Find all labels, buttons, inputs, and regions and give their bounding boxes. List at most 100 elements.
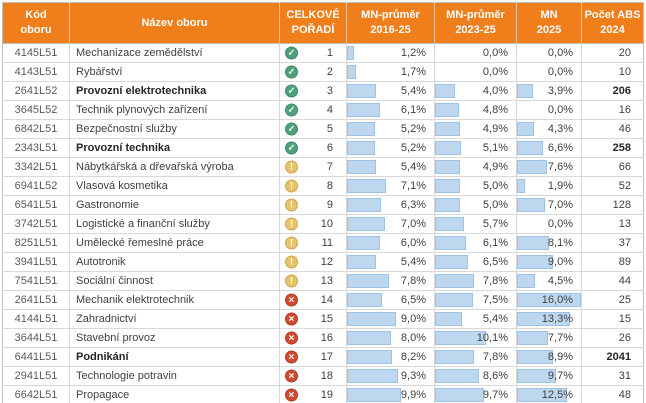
abs-count-cell[interactable]: 66 <box>581 157 644 177</box>
field-code-cell[interactable]: 8251L51 <box>2 233 70 253</box>
header-code[interactable]: Kód oboru <box>2 2 70 44</box>
mn-2025-cell[interactable]: 8,1% <box>516 233 582 253</box>
overall-rank-cell[interactable]: 6 <box>279 138 347 158</box>
mn-avg-2023-25-cell[interactable]: 5,0% <box>434 195 517 215</box>
field-name-cell[interactable]: Stavební provoz <box>69 328 280 348</box>
abs-count-cell[interactable]: 16 <box>581 100 644 120</box>
field-code-cell[interactable]: 3342L51 <box>2 157 70 177</box>
mn-avg-2023-25-cell[interactable]: 6,5% <box>434 252 517 272</box>
mn-avg-2023-25-cell[interactable]: 8,6% <box>434 366 517 386</box>
mn-avg-2023-25-cell[interactable]: 5,0% <box>434 176 517 196</box>
mn-avg-2016-25-cell[interactable]: 9,3% <box>346 366 435 386</box>
mn-avg-2023-25-cell[interactable]: 10,1% <box>434 328 517 348</box>
mn-avg-2023-25-cell[interactable]: 9,7% <box>434 385 517 403</box>
overall-rank-cell[interactable]: 19 <box>279 385 347 403</box>
mn-2025-cell[interactable]: 0,0% <box>516 62 582 82</box>
field-code-cell[interactable]: 6541L51 <box>2 195 70 215</box>
overall-rank-cell[interactable]: 11 <box>279 233 347 253</box>
field-code-cell[interactable]: 2343L51 <box>2 138 70 158</box>
field-code-cell[interactable]: 3742L51 <box>2 214 70 234</box>
mn-avg-2023-25-cell[interactable]: 0,0% <box>434 62 517 82</box>
mn-avg-2016-25-cell[interactable]: 5,4% <box>346 252 435 272</box>
abs-count-cell[interactable]: 31 <box>581 366 644 386</box>
abs-count-cell[interactable]: 20 <box>581 43 644 63</box>
mn-avg-2016-25-cell[interactable]: 5,4% <box>346 157 435 177</box>
mn-avg-2023-25-cell[interactable]: 7,8% <box>434 271 517 291</box>
abs-count-cell[interactable]: 2041 <box>581 347 644 367</box>
mn-avg-2016-25-cell[interactable]: 5,2% <box>346 119 435 139</box>
overall-rank-cell[interactable]: 5 <box>279 119 347 139</box>
overall-rank-cell[interactable]: 10 <box>279 214 347 234</box>
overall-rank-cell[interactable]: 16 <box>279 328 347 348</box>
field-name-cell[interactable]: Nábytkářská a dřevařská výroba <box>69 157 280 177</box>
mn-avg-2016-25-cell[interactable]: 7,0% <box>346 214 435 234</box>
field-name-cell[interactable]: Technik plynových zařízení <box>69 100 280 120</box>
overall-rank-cell[interactable]: 17 <box>279 347 347 367</box>
overall-rank-cell[interactable]: 18 <box>279 366 347 386</box>
mn-avg-2016-25-cell[interactable]: 6,1% <box>346 100 435 120</box>
field-name-cell[interactable]: Gastronomie <box>69 195 280 215</box>
mn-2025-cell[interactable]: 16,0% <box>516 290 582 310</box>
mn-2025-cell[interactable]: 7,6% <box>516 157 582 177</box>
field-code-cell[interactable]: 6441L51 <box>2 347 70 367</box>
field-code-cell[interactable]: 7541L51 <box>2 271 70 291</box>
mn-avg-2016-25-cell[interactable]: 5,2% <box>346 138 435 158</box>
mn-avg-2023-25-cell[interactable]: 5,1% <box>434 138 517 158</box>
mn-2025-cell[interactable]: 4,5% <box>516 271 582 291</box>
overall-rank-cell[interactable]: 2 <box>279 62 347 82</box>
field-code-cell[interactable]: 3644L51 <box>2 328 70 348</box>
abs-count-cell[interactable]: 89 <box>581 252 644 272</box>
header-mn-avg-2023-25[interactable]: MN-průměr 2023-25 <box>434 2 517 44</box>
abs-count-cell[interactable]: 128 <box>581 195 644 215</box>
field-name-cell[interactable]: Umělecké řemeslné práce <box>69 233 280 253</box>
header-name[interactable]: Název oboru <box>69 2 280 44</box>
abs-count-cell[interactable]: 48 <box>581 385 644 403</box>
mn-2025-cell[interactable]: 8,9% <box>516 347 582 367</box>
field-code-cell[interactable]: 2641L51 <box>2 290 70 310</box>
overall-rank-cell[interactable]: 12 <box>279 252 347 272</box>
mn-avg-2016-25-cell[interactable]: 6,5% <box>346 290 435 310</box>
overall-rank-cell[interactable]: 7 <box>279 157 347 177</box>
mn-avg-2023-25-cell[interactable]: 6,1% <box>434 233 517 253</box>
field-name-cell[interactable]: Mechanizace zemědělství <box>69 43 280 63</box>
field-name-cell[interactable]: Provozní elektrotechnika <box>69 81 280 101</box>
mn-2025-cell[interactable]: 6,6% <box>516 138 582 158</box>
field-code-cell[interactable]: 2941L51 <box>2 366 70 386</box>
field-code-cell[interactable]: 4144L51 <box>2 309 70 329</box>
mn-2025-cell[interactable]: 0,0% <box>516 214 582 234</box>
abs-count-cell[interactable]: 258 <box>581 138 644 158</box>
field-name-cell[interactable]: Mechanik elektrotechnik <box>69 290 280 310</box>
field-name-cell[interactable]: Sociální činnost <box>69 271 280 291</box>
field-code-cell[interactable]: 4145L51 <box>2 43 70 63</box>
overall-rank-cell[interactable]: 8 <box>279 176 347 196</box>
mn-avg-2016-25-cell[interactable]: 8,2% <box>346 347 435 367</box>
field-name-cell[interactable]: Technologie potravin <box>69 366 280 386</box>
field-code-cell[interactable]: 3941L51 <box>2 252 70 272</box>
mn-2025-cell[interactable]: 7,0% <box>516 195 582 215</box>
abs-count-cell[interactable]: 13 <box>581 214 644 234</box>
mn-2025-cell[interactable]: 1,9% <box>516 176 582 196</box>
mn-avg-2016-25-cell[interactable]: 9,0% <box>346 309 435 329</box>
field-name-cell[interactable]: Propagace <box>69 385 280 403</box>
abs-count-cell[interactable]: 26 <box>581 328 644 348</box>
field-name-cell[interactable]: Bezpečnostní služby <box>69 119 280 139</box>
mn-avg-2023-25-cell[interactable]: 5,4% <box>434 309 517 329</box>
mn-avg-2023-25-cell[interactable]: 0,0% <box>434 43 517 63</box>
mn-2025-cell[interactable]: 0,0% <box>516 100 582 120</box>
overall-rank-cell[interactable]: 4 <box>279 100 347 120</box>
abs-count-cell[interactable]: 52 <box>581 176 644 196</box>
overall-rank-cell[interactable]: 3 <box>279 81 347 101</box>
mn-avg-2023-25-cell[interactable]: 4,9% <box>434 157 517 177</box>
field-code-cell[interactable]: 6941L52 <box>2 176 70 196</box>
mn-2025-cell[interactable]: 3,9% <box>516 81 582 101</box>
mn-avg-2016-25-cell[interactable]: 1,2% <box>346 43 435 63</box>
field-code-cell[interactable]: 4143L51 <box>2 62 70 82</box>
mn-2025-cell[interactable]: 9,7% <box>516 366 582 386</box>
mn-2025-cell[interactable]: 13,3% <box>516 309 582 329</box>
mn-avg-2016-25-cell[interactable]: 8,0% <box>346 328 435 348</box>
mn-avg-2023-25-cell[interactable]: 4,8% <box>434 100 517 120</box>
field-name-cell[interactable]: Podnikání <box>69 347 280 367</box>
mn-avg-2023-25-cell[interactable]: 7,8% <box>434 347 517 367</box>
mn-avg-2016-25-cell[interactable]: 6,0% <box>346 233 435 253</box>
mn-avg-2016-25-cell[interactable]: 7,1% <box>346 176 435 196</box>
